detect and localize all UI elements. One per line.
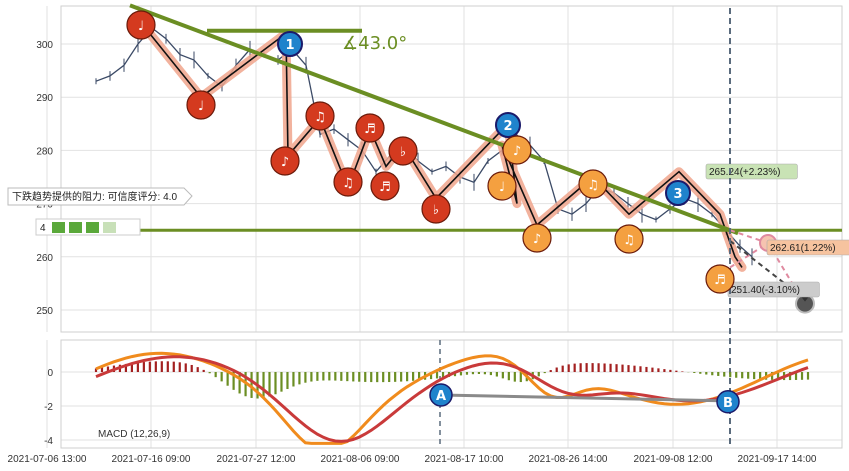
wave-marker-circle <box>502 135 532 165</box>
upper-y-tick-label: 250 <box>36 306 53 317</box>
wave-marker-label: ♩ <box>198 99 204 114</box>
rating-number: 4 <box>40 223 46 234</box>
lower-panel-frame <box>60 339 843 449</box>
wave-marker-label: 2 <box>503 119 512 134</box>
upper-plot: 265.24(+2.23%) 262.61(1.22%) 251.40(-3.10%… <box>61 3 849 448</box>
wave-marker-circle <box>333 167 363 197</box>
wave-marker-label: ♫ <box>342 176 354 191</box>
wave-marker-label: ♪ <box>281 155 289 170</box>
x-tick-label: 2021-09-08 12:00 <box>634 454 713 465</box>
macd-indicator-label: MACD (12,26,9) <box>98 429 170 440</box>
wave-marker-circle <box>126 10 156 40</box>
wave-marker-label: ♩ <box>499 180 505 195</box>
macd-marker-label: A <box>436 389 446 404</box>
resistance-label: 下跌趋势提供的阻力: 可信度评分: 4.0 <box>12 190 177 203</box>
wave-marker-circle <box>487 171 517 201</box>
macd-marker-circle <box>429 383 453 407</box>
wave-marker-label: ♫ <box>623 233 635 248</box>
projection-label: 251.40(-3.10%) <box>731 285 800 296</box>
x-tick-label: 2021-09-17 14:00 <box>738 454 817 465</box>
resistance-trendline <box>129 3 739 236</box>
lower-y-axis: -4 -2 0 <box>44 368 53 447</box>
lower-y-tick-label: 0 <box>47 368 53 379</box>
macd-marker-circle <box>716 390 740 414</box>
projection-label-box <box>705 163 798 180</box>
wave-marker-circle <box>355 113 385 143</box>
price-line <box>95 27 753 258</box>
wave-marker-circle <box>388 136 418 166</box>
rating-star-box <box>103 222 116 233</box>
wave-marker-label: ♫ <box>587 178 599 193</box>
lower-y-tick-label: -4 <box>44 436 53 447</box>
x-axis: 2021-07-06 13:00 2021-07-16 09:00 2021-07-… <box>8 454 817 465</box>
wave-marker-circle <box>370 171 400 201</box>
divergence-line <box>440 393 728 403</box>
x-tick-label: 2021-08-06 09:00 <box>321 454 400 465</box>
projection-line-b <box>729 229 769 244</box>
rating-star-box <box>69 222 82 233</box>
wave-marker-circle <box>578 169 608 199</box>
wave-marker-circle <box>495 112 521 138</box>
wave-marker-circle <box>270 146 300 176</box>
x-tick-label: 2021-07-06 13:00 <box>8 454 87 465</box>
wave-marker-circle <box>614 224 644 254</box>
wave-marker-circle <box>277 31 303 57</box>
wave-marker-label: ♬ <box>379 180 391 195</box>
x-tick-label: 2021-07-27 12:00 <box>217 454 296 465</box>
wave-marker-label: ♪ <box>533 232 541 247</box>
wave-marker-label: ♫ <box>314 110 326 125</box>
upper-y-axis: 250260270280290300 <box>36 40 53 317</box>
wave-marker-label: ♭ <box>400 145 406 160</box>
upper-y-tick-label: 300 <box>36 40 53 51</box>
x-tick-label: 2021-07-16 09:00 <box>112 454 191 465</box>
upper-y-tick-label: 290 <box>36 93 53 104</box>
macd-line <box>95 351 809 445</box>
x-tick-label: 2021-08-17 10:00 <box>425 454 504 465</box>
upper-y-tick-label: 260 <box>36 253 53 264</box>
wave-marker-label: ♪ <box>513 144 521 159</box>
projection-label: 262.61(1.22%) <box>770 243 836 254</box>
wave-marker-circle <box>186 90 216 120</box>
upper-panel-grid <box>46 6 842 332</box>
wave-marker-circle <box>421 194 451 224</box>
x-tick-label: 2021-08-26 14:00 <box>529 454 608 465</box>
projection-label: 265.24(+2.23%) <box>709 167 780 178</box>
wave-marker-circle <box>705 264 735 294</box>
upper-panel-frame <box>60 5 843 333</box>
wave-marker-circle <box>305 101 335 131</box>
wave-marker-label: ♬ <box>364 122 376 137</box>
wave-marker-circle <box>665 180 691 206</box>
trend-angle-label: ∡43.0° <box>342 33 407 54</box>
wave-marker-circle <box>522 223 552 253</box>
wave-marker-label: 3 <box>673 187 682 202</box>
rating-star-box <box>86 222 99 233</box>
upper-y-tick-label: 280 <box>36 146 53 157</box>
wave-marker-label: 1 <box>285 38 294 53</box>
resistance-tooltip: 下跌趋势提供的阻力: 可信度评分: 4.0 <box>7 187 193 206</box>
macd-marker-label: B <box>723 396 733 411</box>
wave-marker-label: ♭ <box>433 203 439 218</box>
rating-box: 4 <box>35 218 141 236</box>
wave-marker-label: ♩ <box>138 19 144 34</box>
wave-marker-label: ♬ <box>714 273 726 288</box>
projection-line-c <box>729 240 806 301</box>
rating-star-box <box>52 222 65 233</box>
projection-label-box <box>766 239 849 256</box>
lower-y-tick-label: -2 <box>44 402 53 413</box>
